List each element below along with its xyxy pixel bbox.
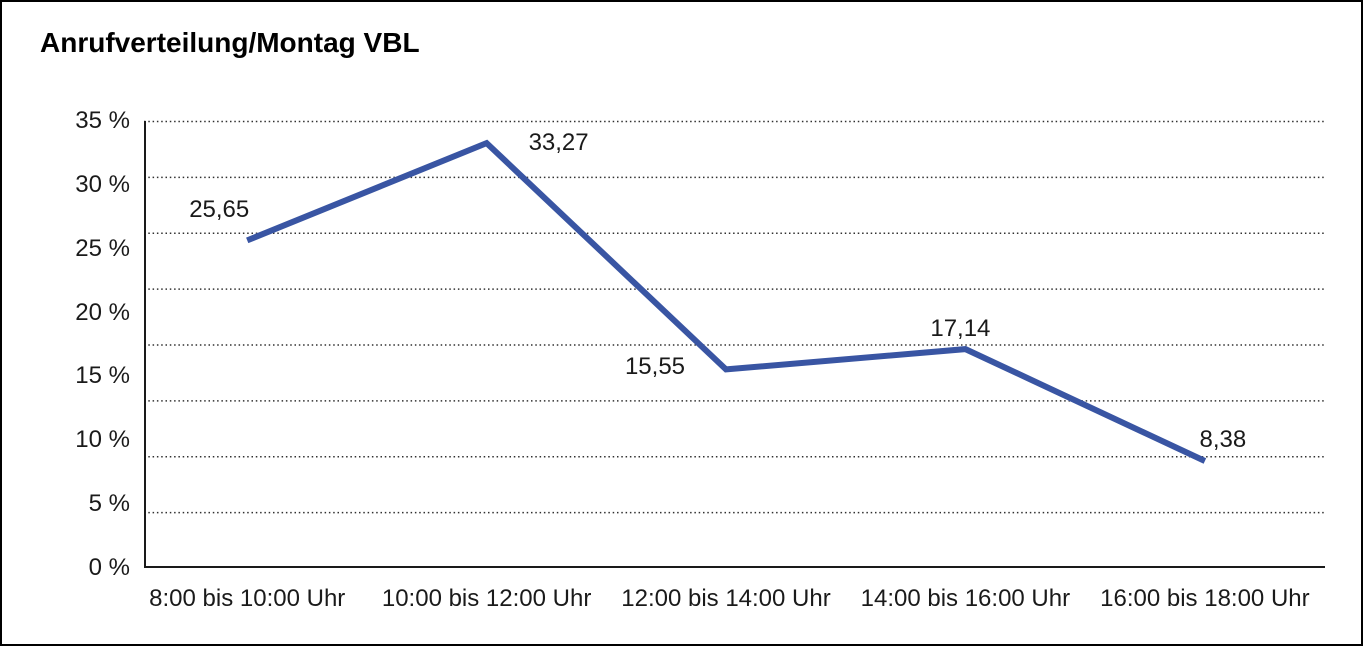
y-axis-tick-label: 10 %	[75, 426, 130, 454]
value-label: 15,55	[624, 353, 686, 381]
value-label: 17,14	[930, 315, 991, 343]
value-label: 8,38	[1199, 425, 1247, 453]
value-label: 33,27	[528, 129, 589, 157]
value-label: 25,65	[189, 196, 250, 224]
x-axis-category-label: 10:00 bis 12:00 Uhr	[381, 585, 592, 612]
data-series-line	[246, 139, 1207, 464]
chart-title: Anrufverteilung/Montag VBL	[40, 27, 420, 58]
x-axis-category-label: 14:00 bis 16:00 Uhr	[860, 585, 1071, 612]
x-axis-category-label: 8:00 bis 10:00 Uhr	[149, 585, 346, 612]
y-axis-tick-label: 30 %	[75, 170, 130, 198]
plot-area: 25,65 33,27 15,55 17,14 8,38	[144, 120, 1325, 568]
y-axis-tick-label: 35 %	[75, 107, 130, 134]
y-axis-tick-label: 20 %	[75, 298, 130, 326]
x-axis-category-label: 16:00 bis 18:00 Uhr	[1100, 585, 1310, 612]
y-axis-tick-label: 0 %	[88, 554, 130, 581]
y-axis-tick-label: 25 %	[75, 234, 130, 262]
y-axis-tick-label: 15 %	[75, 362, 130, 390]
chart-svg	[144, 120, 1325, 568]
y-axis-tick-label: 5 %	[88, 490, 130, 518]
x-axis-category-label: 12:00 bis 14:00 Uhr	[621, 585, 831, 612]
